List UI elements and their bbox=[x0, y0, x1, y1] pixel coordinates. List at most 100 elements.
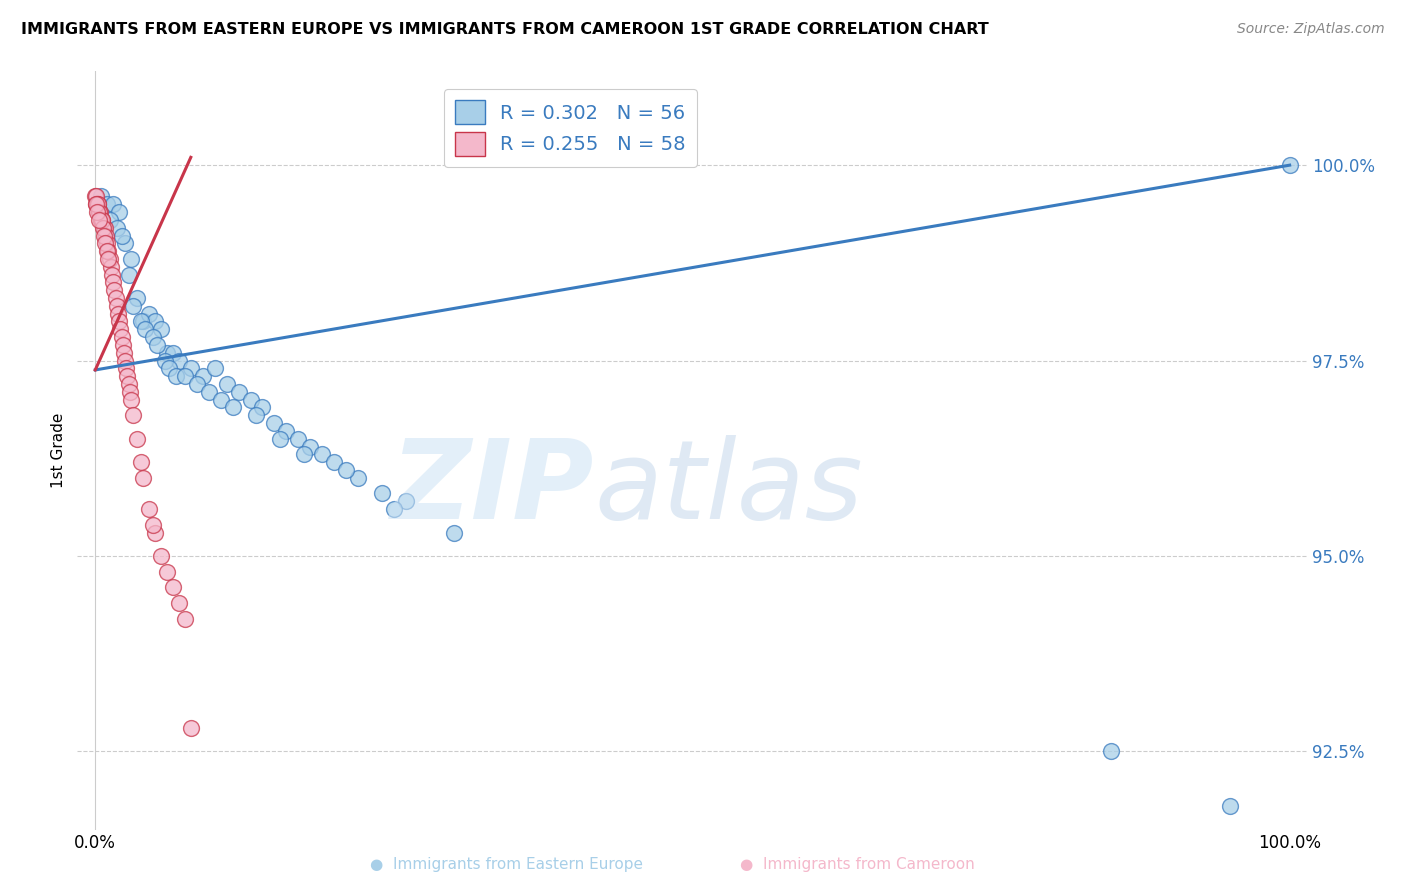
Point bbox=[134, 322, 156, 336]
Point bbox=[108, 314, 131, 328]
Point bbox=[120, 392, 142, 407]
Point bbox=[166, 369, 188, 384]
Point bbox=[87, 197, 110, 211]
Point bbox=[299, 440, 322, 454]
Point bbox=[138, 307, 160, 321]
Point bbox=[153, 353, 176, 368]
Point bbox=[94, 220, 117, 235]
Point bbox=[143, 314, 166, 328]
Point bbox=[84, 197, 107, 211]
Point bbox=[167, 596, 190, 610]
Point bbox=[186, 377, 208, 392]
Point bbox=[204, 361, 226, 376]
Point bbox=[149, 322, 172, 336]
Point bbox=[118, 384, 141, 399]
Point bbox=[173, 611, 195, 625]
Point bbox=[110, 322, 132, 336]
Text: ●  Immigrants from Eastern Europe: ● Immigrants from Eastern Europe bbox=[370, 857, 643, 872]
Point bbox=[132, 314, 155, 328]
Point bbox=[98, 252, 121, 266]
Point bbox=[86, 197, 108, 211]
Point bbox=[114, 236, 136, 251]
Point bbox=[97, 252, 120, 266]
Text: ZIP: ZIP bbox=[391, 435, 595, 541]
Point bbox=[86, 197, 108, 211]
Point bbox=[395, 494, 418, 508]
Point bbox=[91, 212, 114, 227]
Point bbox=[96, 236, 118, 251]
Point bbox=[107, 307, 129, 321]
Point bbox=[91, 220, 114, 235]
Point bbox=[111, 338, 134, 352]
Point bbox=[90, 212, 112, 227]
Point bbox=[84, 189, 107, 203]
Point bbox=[120, 252, 142, 266]
Text: IMMIGRANTS FROM EASTERN EUROPE VS IMMIGRANTS FROM CAMEROON 1ST GRADE CORRELATION: IMMIGRANTS FROM EASTERN EUROPE VS IMMIGR… bbox=[21, 22, 988, 37]
Point bbox=[93, 228, 115, 243]
Point bbox=[382, 502, 405, 516]
Point bbox=[129, 455, 152, 469]
Point bbox=[87, 212, 110, 227]
Point bbox=[180, 721, 202, 735]
Point bbox=[209, 392, 232, 407]
Point bbox=[105, 299, 128, 313]
Point bbox=[287, 432, 309, 446]
Point bbox=[292, 447, 315, 461]
Point bbox=[94, 236, 117, 251]
Point bbox=[180, 361, 202, 376]
Point bbox=[1219, 799, 1241, 814]
Point bbox=[114, 353, 136, 368]
Point bbox=[191, 369, 214, 384]
Point bbox=[252, 401, 274, 415]
Point bbox=[156, 345, 179, 359]
Point bbox=[96, 197, 118, 211]
Point bbox=[197, 384, 219, 399]
Point bbox=[104, 291, 127, 305]
Point bbox=[93, 220, 115, 235]
Point bbox=[276, 424, 298, 438]
Point bbox=[118, 268, 141, 282]
Point bbox=[122, 409, 145, 423]
Point bbox=[149, 549, 172, 563]
Point bbox=[129, 314, 152, 328]
Point bbox=[97, 244, 120, 259]
Text: Source: ZipAtlas.com: Source: ZipAtlas.com bbox=[1237, 22, 1385, 37]
Point bbox=[443, 525, 465, 540]
Point bbox=[125, 432, 148, 446]
Point bbox=[311, 447, 333, 461]
Point bbox=[142, 517, 165, 532]
Point bbox=[101, 268, 124, 282]
Text: atlas: atlas bbox=[595, 435, 863, 541]
Point bbox=[245, 409, 267, 423]
Point bbox=[335, 463, 357, 477]
Point bbox=[110, 228, 132, 243]
Point bbox=[89, 205, 111, 219]
Point bbox=[162, 345, 184, 359]
Point bbox=[263, 416, 285, 430]
Point bbox=[115, 361, 138, 376]
Point bbox=[323, 455, 346, 469]
Point bbox=[162, 580, 184, 594]
Point bbox=[89, 205, 111, 219]
Point bbox=[98, 212, 121, 227]
Point bbox=[228, 384, 250, 399]
Text: ●  Immigrants from Cameroon: ● Immigrants from Cameroon bbox=[741, 857, 974, 872]
Point bbox=[100, 260, 122, 274]
Point bbox=[101, 197, 124, 211]
Point bbox=[156, 565, 179, 579]
Point bbox=[146, 338, 169, 352]
Point bbox=[90, 212, 112, 227]
Point bbox=[86, 205, 108, 219]
Point bbox=[96, 244, 118, 259]
Point bbox=[103, 283, 125, 297]
Point bbox=[167, 353, 190, 368]
Point bbox=[101, 276, 124, 290]
Point bbox=[138, 502, 160, 516]
Point bbox=[94, 228, 117, 243]
Point bbox=[347, 471, 370, 485]
Point bbox=[371, 486, 394, 500]
Point bbox=[132, 471, 155, 485]
Point bbox=[221, 401, 243, 415]
Point bbox=[125, 291, 148, 305]
Point bbox=[90, 189, 112, 203]
